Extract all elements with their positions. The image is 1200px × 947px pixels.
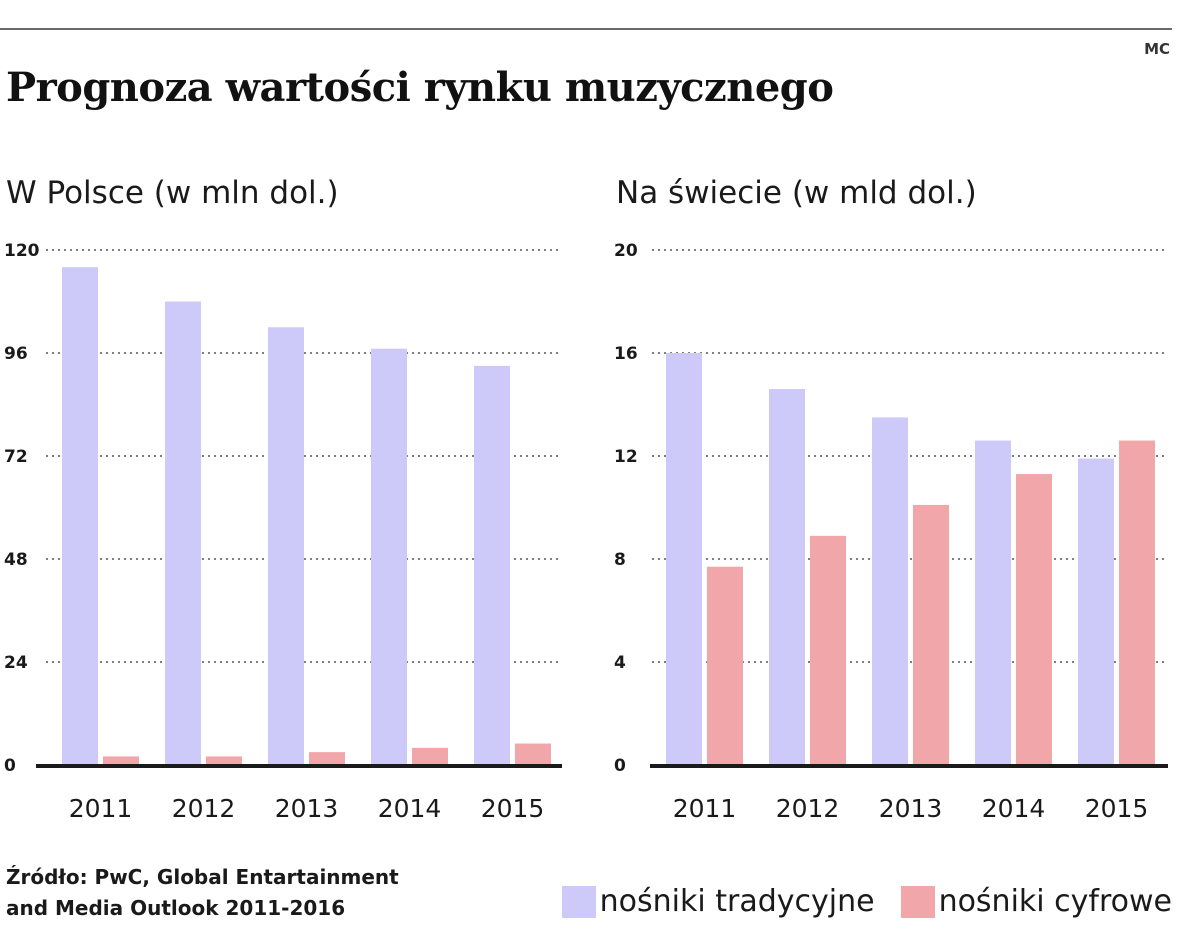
top-rule [0, 28, 1172, 30]
bar-world-traditional-2014 [975, 440, 1011, 765]
x-tick-world-2011: 2011 [673, 794, 737, 823]
bar-poland-digital-2012 [206, 756, 242, 765]
bar-poland-digital-2011 [103, 756, 139, 765]
chart-poland: W Polsce (w mln dol.) 0 24 48 72 96 120 2011 201… [4, 175, 562, 823]
bar-poland-digital-2013 [309, 752, 345, 765]
x-tick-poland-2014: 2014 [378, 794, 442, 823]
y-tick-poland-48: 48 [4, 550, 28, 570]
credit-mark: MC [1144, 40, 1170, 58]
bar-world-digital-2015 [1119, 440, 1155, 765]
bar-world-traditional-2011 [666, 353, 702, 765]
bar-poland-digital-2014 [412, 747, 448, 765]
x-tick-poland-2011: 2011 [69, 794, 133, 823]
legend-label-digital: nośniki cyfrowe [938, 884, 1172, 919]
y-tick-poland-24: 24 [4, 653, 28, 673]
x-tick-world-2014: 2014 [982, 794, 1046, 823]
bar-world-traditional-2012 [769, 389, 805, 765]
y-tick-world-0: 0 [614, 756, 626, 776]
chart-subtitle-poland: W Polsce (w mln dol.) [6, 175, 339, 211]
bar-world-digital-2013 [913, 504, 949, 765]
legend-swatch-digital [900, 885, 935, 918]
y-tick-world-8: 8 [614, 550, 626, 570]
bar-world-digital-2012 [810, 535, 846, 765]
bar-poland-traditional-2011 [62, 267, 98, 765]
legend: nośniki tradycyjne nośniki cyfrowe [536, 884, 1172, 919]
y-tick-poland-72: 72 [4, 447, 28, 467]
y-tick-world-4: 4 [614, 653, 626, 673]
bar-world-traditional-2015 [1078, 458, 1114, 765]
y-tick-world-12: 12 [614, 447, 638, 467]
x-tick-poland-2013: 2013 [275, 794, 339, 823]
legend-swatch-traditional [561, 885, 596, 918]
legend-item-traditional: nośniki tradycyjne [561, 884, 875, 919]
bar-poland-digital-2015 [515, 743, 551, 765]
bar-poland-traditional-2014 [371, 348, 407, 765]
chart-world: Na świecie (w mld dol.) 0 4 8 12 16 20 2011 2012… [614, 175, 1168, 823]
x-tick-poland-2015: 2015 [481, 794, 545, 823]
x-tick-world-2015: 2015 [1085, 794, 1149, 823]
source-note: Źródło: PwC, Global Entartainment and Me… [6, 862, 399, 924]
chart-subtitle-world: Na świecie (w mld dol.) [616, 175, 977, 211]
x-tick-world-2012: 2012 [776, 794, 840, 823]
source-line-1: Źródło: PwC, Global Entartainment [6, 865, 399, 889]
y-tick-world-16: 16 [614, 344, 638, 364]
bar-poland-traditional-2012 [165, 301, 201, 765]
chart-title: Prognoza wartości rynku muzycznego [6, 64, 834, 111]
x-tick-poland-2012: 2012 [172, 794, 236, 823]
bar-world-traditional-2013 [872, 417, 908, 765]
y-tick-poland-0: 0 [4, 756, 16, 776]
bar-poland-traditional-2013 [268, 327, 304, 765]
y-tick-world-20: 20 [614, 241, 638, 261]
y-tick-poland-96: 96 [4, 344, 28, 364]
legend-item-digital: nośniki cyfrowe [900, 884, 1172, 919]
source-line-2: and Media Outlook 2011-2016 [6, 896, 346, 920]
bar-world-digital-2011 [707, 566, 743, 765]
y-tick-poland-120: 120 [4, 241, 40, 261]
bar-world-digital-2014 [1016, 474, 1052, 765]
x-tick-world-2013: 2013 [879, 794, 943, 823]
bar-poland-traditional-2015 [474, 365, 510, 765]
legend-label-traditional: nośniki tradycyjne [599, 884, 875, 919]
